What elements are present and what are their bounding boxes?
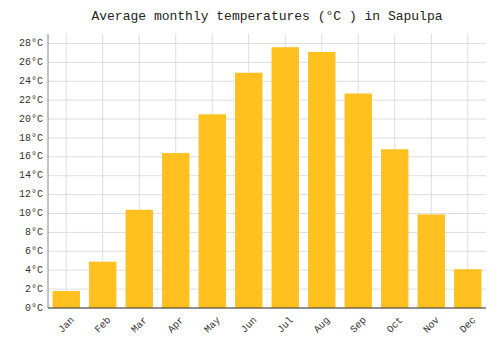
y-grid-line <box>48 213 486 214</box>
y-tick-label: 20°C <box>19 114 43 125</box>
y-tick-label: 2°C <box>25 284 43 295</box>
bar <box>381 149 408 308</box>
bar <box>454 269 481 308</box>
y-grid-line <box>48 137 486 138</box>
y-tick-label: 22°C <box>19 95 43 106</box>
y-grid-line <box>48 156 486 157</box>
x-tick-label: Oct <box>385 315 406 336</box>
y-axis-line <box>48 34 49 308</box>
x-tick-label: Dec <box>458 315 479 336</box>
y-grid-line <box>48 175 486 176</box>
y-grid-line <box>48 100 486 101</box>
axes: 0°C 2°C 4°C 6°C 8°C 10°C 12°C 14°C 16°C 18°C 20°C 2… <box>19 34 486 335</box>
x-tick-label: May <box>202 315 223 336</box>
x-tick-label: Jan <box>56 315 77 336</box>
x-tick-label: Nov <box>421 315 442 336</box>
y-tick-label: 6°C <box>25 246 43 257</box>
x-tick-label: Aug <box>312 315 333 336</box>
x-tick-label: Apr <box>166 315 187 336</box>
title: Average monthly temperatures (°C ) in Sa… <box>91 9 442 24</box>
x-tick-label: Sep <box>348 315 369 336</box>
chart: 0°C 2°C 4°C 6°C 8°C 10°C 12°C 14°C 16°C 18°C 20°C 2… <box>0 0 500 350</box>
bar <box>89 262 116 308</box>
bar <box>308 52 335 308</box>
bar <box>235 73 262 308</box>
bar <box>53 291 80 308</box>
y-grid-line <box>48 119 486 120</box>
y-tick-label: 28°C <box>19 38 43 49</box>
x-grid-line <box>467 34 468 308</box>
y-tick-label: 0°C <box>25 303 43 314</box>
bar <box>272 47 299 308</box>
y-tick-label: 8°C <box>25 227 43 238</box>
x-tick-label: Mar <box>129 315 150 336</box>
y-tick-label: 16°C <box>19 151 43 162</box>
y-tick-label: 12°C <box>19 189 43 200</box>
y-tick-label: 18°C <box>19 133 43 144</box>
y-tick-label: 14°C <box>19 170 43 181</box>
y-grid-line <box>48 81 486 82</box>
y-grid-line <box>48 308 486 309</box>
bar <box>126 210 153 308</box>
x-tick-label: Jun <box>239 315 260 336</box>
x-tick-label: Feb <box>93 315 114 336</box>
y-tick-label: 26°C <box>19 57 43 68</box>
y-tick-label: 10°C <box>19 208 43 219</box>
bar <box>418 214 445 308</box>
y-tick-label: 24°C <box>19 76 43 87</box>
bars <box>53 47 482 308</box>
bar <box>345 94 372 308</box>
x-grid-line <box>66 34 67 308</box>
y-tick-label: 4°C <box>25 265 43 276</box>
y-grid-line <box>48 43 486 44</box>
y-grid-line <box>48 194 486 195</box>
chart-container: 0°C 2°C 4°C 6°C 8°C 10°C 12°C 14°C 16°C 18°C 20°C 2… <box>0 0 500 350</box>
bar <box>162 153 189 308</box>
grid <box>48 34 486 308</box>
x-axis-line <box>48 308 486 309</box>
bar <box>199 114 226 308</box>
y-grid-line <box>48 62 486 63</box>
x-tick-label: Jul <box>275 315 296 336</box>
